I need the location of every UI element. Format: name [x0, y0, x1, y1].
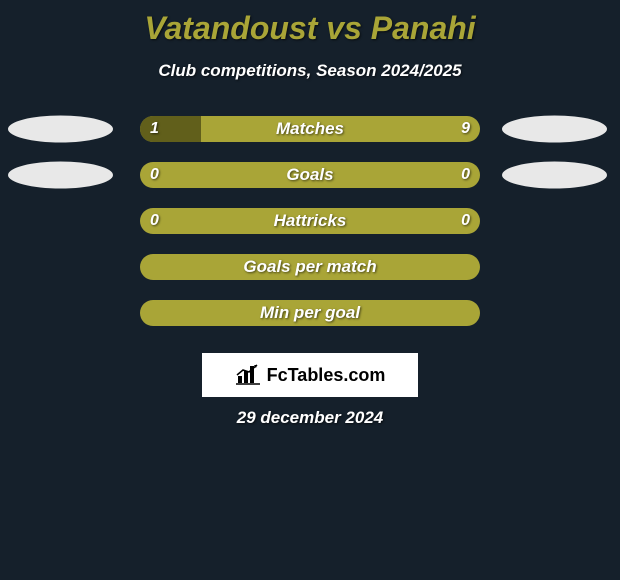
stat-label: Goals [140, 162, 480, 188]
stat-row: Min per goal [0, 290, 620, 336]
player-left-oval [8, 162, 113, 189]
player-right-oval [502, 162, 607, 189]
stat-bar: Min per goal [140, 300, 480, 326]
stat-label: Goals per match [140, 254, 480, 280]
player-right-oval [502, 116, 607, 143]
stat-label: Hattricks [140, 208, 480, 234]
stat-row: Goals per match [0, 244, 620, 290]
stat-bar: 00Hattricks [140, 208, 480, 234]
stat-label: Min per goal [140, 300, 480, 326]
stat-row: 00Goals [0, 152, 620, 198]
page-subtitle: Club competitions, Season 2024/2025 [0, 61, 620, 81]
page-title: Vatandoust vs Panahi [0, 0, 620, 47]
stat-label: Matches [140, 116, 480, 142]
stat-row: 00Hattricks [0, 198, 620, 244]
stat-row: 19Matches [0, 106, 620, 152]
stat-bar: 19Matches [140, 116, 480, 142]
brand-badge: FcTables.com [202, 353, 418, 397]
stat-bar: 00Goals [140, 162, 480, 188]
stat-bar: Goals per match [140, 254, 480, 280]
stat-rows: 19Matches 00Goals 00Hattricks Goals per mat… [0, 106, 620, 336]
barchart-icon [235, 364, 261, 386]
infographic-date: 29 december 2024 [0, 408, 620, 428]
comparison-infographic: Vatandoust vs Panahi Club competitions, … [0, 0, 620, 580]
brand-text: FcTables.com [267, 365, 386, 386]
player-left-oval [8, 116, 113, 143]
